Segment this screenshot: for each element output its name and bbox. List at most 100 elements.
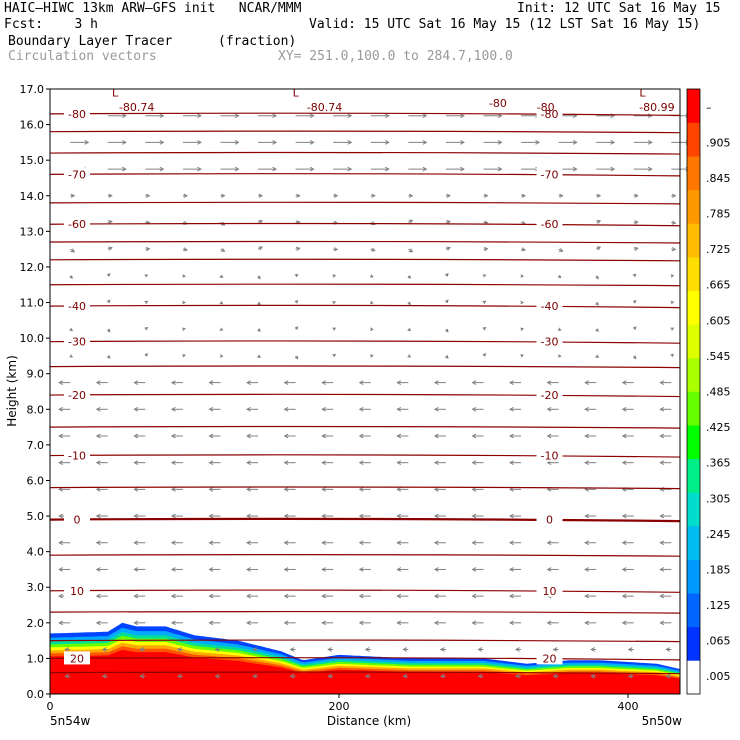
- vector-head-308: [145, 193, 151, 198]
- contour-label-6-0: -10: [68, 450, 86, 463]
- vector-head-51: [58, 593, 63, 599]
- vector-head-171: [95, 406, 101, 412]
- colorbar-swatch-1: [687, 626, 700, 661]
- vector-head-144: [358, 460, 364, 466]
- contour-line-extra-6: [49, 365, 681, 369]
- contour-label-bg-2-1: [536, 217, 563, 231]
- contour-label-2-0: -60: [68, 218, 86, 231]
- vector-head-294: [258, 219, 264, 224]
- vector-head-107: [246, 513, 251, 519]
- vector-head-223: [144, 326, 149, 331]
- vector-head-366: [422, 113, 428, 119]
- vector-head-311: [258, 193, 264, 198]
- vector-head-148: [509, 460, 514, 466]
- vector-head-9: [402, 673, 408, 679]
- colorbar-label-13: .785: [706, 208, 731, 221]
- vector-head-234: [557, 327, 562, 331]
- contour-line-extra-5: [49, 425, 681, 429]
- vector-head-337: [610, 166, 616, 172]
- annotation-5: L: [112, 87, 119, 100]
- colorbar-label-8: .485: [706, 386, 731, 399]
- colorbar-label-2: .125: [706, 599, 731, 612]
- vector-head-23: [289, 647, 295, 652]
- vector-head-118: [659, 513, 665, 519]
- contour-label-bg-7-0: [64, 512, 91, 526]
- vector-head-332: [422, 166, 428, 172]
- vector-head-74: [283, 567, 289, 572]
- vector-head-242: [219, 301, 224, 305]
- vector-head-345: [272, 140, 278, 145]
- vector-head-290: [108, 220, 113, 225]
- vector-head-285: [559, 247, 564, 252]
- vector-head-334: [497, 166, 503, 172]
- vector-head-237: [670, 327, 675, 331]
- colorbar-swatch-7: [687, 425, 700, 460]
- vector-head-172: [133, 406, 139, 412]
- vector-head-136: [58, 460, 63, 466]
- vector-head-160: [321, 433, 326, 439]
- vector-head-268: [557, 274, 562, 279]
- vector-head-315: [408, 193, 414, 198]
- vector-head-261: [294, 273, 299, 278]
- vector-head-231: [445, 328, 449, 333]
- vector-head-232: [482, 326, 487, 331]
- vector-head-54: [170, 593, 176, 599]
- vector-head-156: [170, 433, 176, 439]
- vector-head-252: [595, 302, 599, 306]
- vector-head-349: [422, 140, 428, 145]
- vector-head-236: [632, 326, 637, 330]
- vector-head-128: [396, 487, 402, 492]
- vector-head-197: [433, 380, 439, 385]
- vector-head-176: [283, 406, 289, 412]
- vector-head-6: [289, 673, 295, 679]
- vector-head-220: [670, 353, 675, 358]
- vector-head-168: [621, 433, 627, 439]
- y-tick-label-2: 2.0: [27, 617, 45, 630]
- vector-head-222: [107, 328, 111, 333]
- vector-head-40: [283, 620, 289, 626]
- vector-head-177: [321, 406, 326, 412]
- contour-label-bg-5-0: [64, 388, 91, 402]
- contour-line-extra-8: [49, 258, 681, 262]
- colorbar-frame: [686, 88, 701, 695]
- vector-head-358: [122, 113, 127, 119]
- vector-head-44: [433, 620, 439, 626]
- vector-head-41: [321, 620, 326, 626]
- vector-head-36: [133, 620, 139, 626]
- vector-head-288: [671, 247, 677, 252]
- colorbar-swatch-3: [687, 559, 700, 594]
- vector-head-147: [471, 460, 477, 466]
- vector-head-353: [572, 140, 578, 145]
- contour-line-1: [49, 173, 681, 177]
- vector-head-240: [144, 300, 149, 304]
- vector-head-141: [246, 460, 251, 466]
- vector-head-226: [257, 328, 261, 332]
- x-tick-label-0: 0: [47, 700, 54, 713]
- vector-head-173: [170, 406, 176, 412]
- vector-head-241: [182, 300, 186, 305]
- contour-label-bg-7-1: [536, 512, 563, 526]
- vector-head-81: [546, 567, 552, 572]
- vector-head-340: [84, 140, 90, 145]
- contour-line-extra-7: [49, 283, 681, 287]
- vector-head-277: [258, 246, 263, 251]
- vector-head-72: [208, 567, 214, 572]
- vector-head-106: [208, 513, 214, 519]
- vector-head-113: [471, 513, 477, 519]
- vector-head-326: [197, 166, 202, 172]
- vector-head-258: [182, 274, 186, 278]
- vector-head-53: [133, 593, 139, 599]
- vector-head-95: [433, 540, 439, 546]
- vector-head-69: [95, 567, 101, 572]
- colorbar-label-10: .605: [706, 314, 731, 327]
- vector-head-235: [595, 328, 599, 332]
- contour-line-5: [49, 393, 681, 398]
- vector-head-209: [257, 354, 261, 359]
- vector-head-190: [170, 380, 176, 385]
- vector-head-26: [402, 647, 408, 652]
- x-tick-label-1: 200: [328, 700, 349, 713]
- vector-head-248: [445, 299, 449, 303]
- vector-head-314: [371, 193, 376, 198]
- colorbar-swatch-0: [687, 660, 700, 695]
